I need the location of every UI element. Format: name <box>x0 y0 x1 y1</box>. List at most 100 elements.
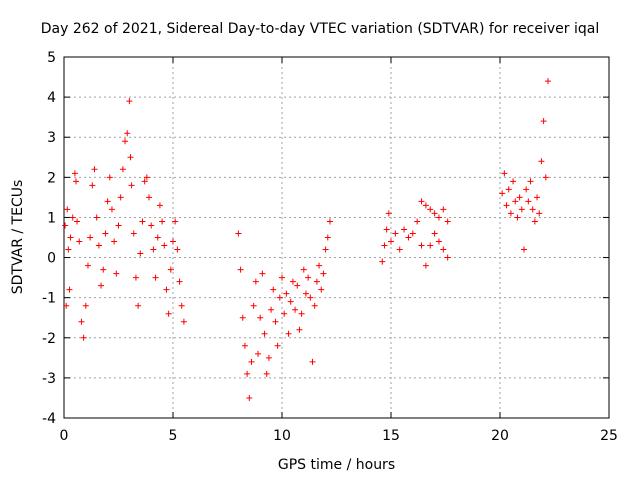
data-point <box>300 266 307 273</box>
y-tick-label: 0 <box>47 251 56 267</box>
data-point <box>320 270 327 277</box>
data-point <box>69 214 76 221</box>
data-point <box>250 302 257 309</box>
data-point <box>67 234 74 241</box>
data-point <box>126 98 133 105</box>
data-point <box>172 218 179 225</box>
data-point <box>538 158 545 165</box>
data-point <box>512 198 519 205</box>
data-point <box>396 246 403 253</box>
data-point <box>93 214 100 221</box>
x-tick-label: 5 <box>169 428 178 444</box>
data-point <box>139 218 146 225</box>
data-point <box>72 178 79 185</box>
data-point <box>294 282 301 289</box>
data-point <box>292 306 299 313</box>
data-point <box>237 266 244 273</box>
data-point <box>318 286 325 293</box>
data-point <box>78 318 85 325</box>
data-point <box>316 262 323 269</box>
data-point <box>510 178 517 185</box>
data-point <box>170 238 176 245</box>
data-point <box>422 262 429 269</box>
data-point <box>98 282 105 289</box>
data-point <box>531 218 538 225</box>
data-point <box>536 210 543 217</box>
y-tick-label: 1 <box>47 210 56 226</box>
data-point <box>289 278 296 285</box>
data-point <box>263 370 270 377</box>
data-point <box>100 266 107 273</box>
data-point <box>274 342 281 349</box>
data-point <box>132 274 139 281</box>
data-point <box>255 350 262 357</box>
data-point <box>141 178 148 185</box>
data-point <box>161 242 168 249</box>
data-point <box>287 298 294 305</box>
data-point <box>540 118 547 125</box>
data-point <box>124 130 131 137</box>
data-point <box>392 230 399 237</box>
y-tick-label: 3 <box>47 130 56 146</box>
data-point <box>127 154 134 161</box>
data-point <box>431 210 438 217</box>
data-point <box>143 174 150 181</box>
data-point <box>82 302 89 309</box>
data-point <box>270 286 277 293</box>
data-point <box>239 314 246 321</box>
data-point <box>167 266 174 273</box>
data-point <box>281 310 288 317</box>
data-point <box>503 202 510 209</box>
data-point <box>324 234 331 241</box>
data-point <box>174 246 181 253</box>
data-point <box>322 246 329 253</box>
data-point <box>176 278 183 285</box>
data-point <box>435 214 442 221</box>
data-point <box>63 302 70 309</box>
data-point <box>422 202 429 209</box>
data-point <box>542 174 549 181</box>
data-point <box>435 238 442 245</box>
data-point <box>159 218 166 225</box>
x-tick-label: 20 <box>491 428 509 444</box>
data-point <box>313 278 320 285</box>
x-tick-label: 15 <box>382 428 400 444</box>
data-point <box>440 246 447 253</box>
data-point <box>137 250 144 257</box>
data-point <box>388 238 394 245</box>
data-point <box>501 170 508 177</box>
data-point <box>122 138 129 145</box>
data-point <box>248 358 255 365</box>
data-point <box>91 166 98 173</box>
data-point <box>252 278 259 285</box>
y-tick-label: 5 <box>47 50 56 66</box>
data-point <box>527 178 534 185</box>
data-point <box>520 246 527 253</box>
data-point <box>130 230 137 237</box>
data-point <box>102 230 109 237</box>
y-tick-label: 4 <box>47 90 56 106</box>
data-point <box>71 170 78 177</box>
data-point <box>444 254 451 261</box>
y-tick-label: -2 <box>42 331 56 347</box>
data-point <box>76 238 83 245</box>
data-point <box>117 194 124 201</box>
data-point <box>383 226 390 233</box>
data-point <box>272 318 279 325</box>
data-point <box>111 238 118 245</box>
chart-title: Day 262 of 2021, Sidereal Day-to-day VTE… <box>40 21 600 37</box>
data-point <box>279 274 285 281</box>
data-point <box>261 330 268 337</box>
data-point <box>326 218 333 225</box>
data-point <box>311 302 318 309</box>
data-point <box>529 206 536 213</box>
data-point <box>135 302 142 309</box>
data-point <box>296 326 303 333</box>
data-point <box>523 186 530 193</box>
x-tick-label: 25 <box>600 428 618 444</box>
data-point <box>156 202 163 209</box>
data-point <box>379 258 386 265</box>
data-point <box>283 290 290 297</box>
data-point <box>418 242 425 249</box>
